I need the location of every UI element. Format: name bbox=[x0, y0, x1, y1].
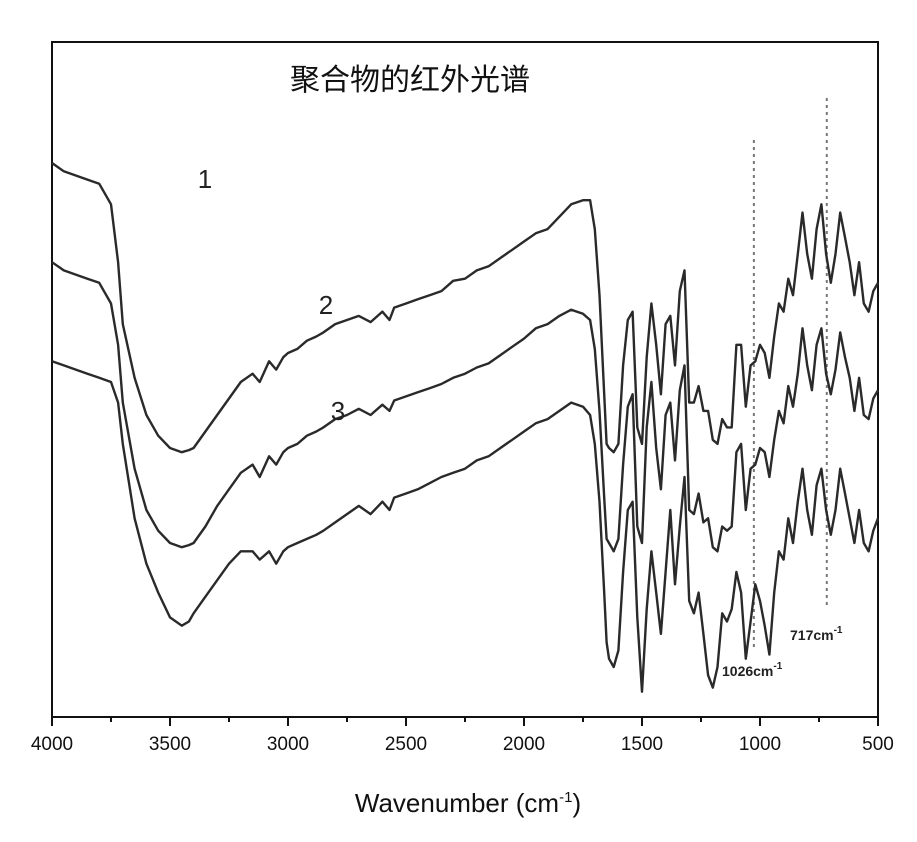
x-tick-label-1500: 1500 bbox=[621, 734, 663, 755]
x-tick-label-1000: 1000 bbox=[739, 734, 781, 755]
series-label-2: 2 bbox=[319, 290, 333, 320]
annotation-717: 717cm-1 bbox=[790, 625, 843, 643]
series-group bbox=[51, 162, 880, 693]
annotation-1026: 1026cm-1 bbox=[722, 661, 783, 679]
chart-title: 聚合物的红外光谱 bbox=[290, 63, 530, 98]
x-tick-label-4000: 4000 bbox=[31, 734, 73, 755]
x-axis-tick-labels: 4000 3500 3000 2500 2000 1500 1000 500 bbox=[31, 734, 894, 755]
series-line-3 bbox=[51, 360, 880, 693]
x-axis-ticks bbox=[51, 717, 879, 726]
x-tick-label-2000: 2000 bbox=[503, 734, 545, 755]
x-axis-label: Wavenumber (cm-1) bbox=[355, 788, 581, 818]
series-label-3: 3 bbox=[331, 396, 345, 426]
x-tick-label-500: 500 bbox=[862, 734, 894, 755]
x-tick-label-3500: 3500 bbox=[149, 734, 191, 755]
x-tick-label-2500: 2500 bbox=[385, 734, 427, 755]
reference-lines bbox=[752, 98, 828, 650]
series-line-1 bbox=[51, 162, 880, 454]
x-tick-label-3000: 3000 bbox=[267, 734, 309, 755]
series-label-1: 1 bbox=[198, 164, 212, 194]
series-line-2 bbox=[51, 261, 880, 553]
